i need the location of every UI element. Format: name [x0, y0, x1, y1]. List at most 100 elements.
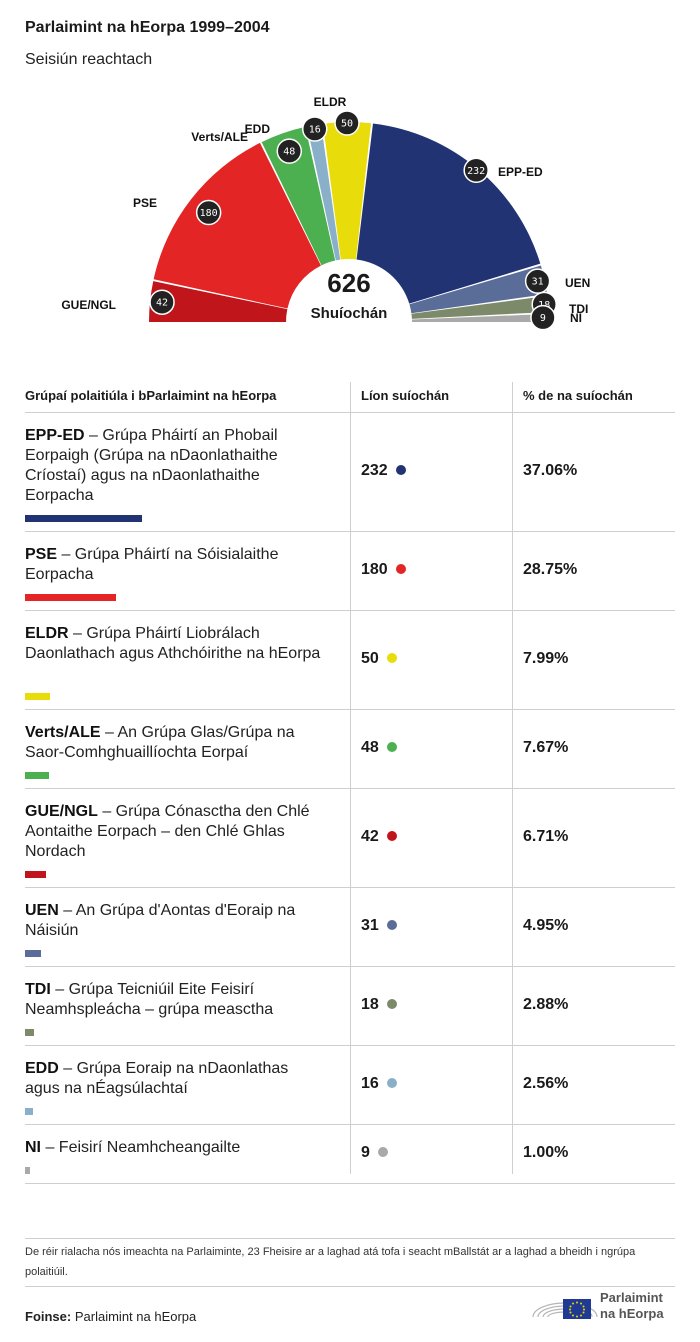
groups-table: Grúpaí polaitiúla i bParlaimint na hEorp…	[25, 382, 675, 1184]
page-title: Parlaimint na hEorpa 1999–2004	[25, 19, 270, 36]
group-description: EDD – Grúpa Eoraip na nDaonlathas agus n…	[25, 1059, 325, 1099]
table-row: GUE/NGL – Grúpa Cónasctha den Chlé Aonta…	[25, 789, 675, 888]
seat-percent: 6.71%	[523, 828, 569, 845]
total-seats-label: Shuíochán	[311, 305, 388, 322]
group-code: EPP-ED	[25, 427, 85, 444]
group-code: ELDR	[25, 625, 69, 642]
total-seats: 626	[327, 268, 370, 298]
badge-pse	[195, 199, 222, 226]
seat-percent: 28.75%	[523, 561, 578, 578]
group-description: PSE – Grúpa Pháirtí na Sóisialaithe Eorp…	[25, 545, 325, 585]
group-label: EPP-ED	[498, 165, 543, 179]
group-label: ELDR	[314, 95, 347, 109]
group-label: GUE/NGL	[61, 298, 116, 312]
group-name: – An Grúpa d'Aontas d'Eoraip na Náisiún	[25, 902, 296, 939]
badge-verts-ale	[276, 138, 303, 164]
seat-share-bar	[25, 950, 41, 957]
seat-share-bar	[25, 594, 116, 601]
segment-ni	[411, 313, 549, 322]
group-label: PSE	[133, 196, 157, 210]
group-name: – Grúpa Teicniúil Eite Feisirí Neamhsple…	[25, 981, 274, 1018]
group-description: TDI – Grúpa Teicniúil Eite Feisirí Neamh…	[25, 980, 325, 1020]
seat-percent: 7.99%	[523, 650, 569, 667]
color-dot-icon	[395, 564, 406, 574]
segment-epp-ed	[356, 123, 541, 304]
seat-share-bar	[25, 1167, 30, 1174]
segment-verts-ale	[261, 126, 336, 266]
badge-value: 42	[156, 298, 168, 309]
segment-eldr	[322, 122, 372, 260]
source-text: Parlaimint na hEorpa	[74, 1309, 197, 1324]
footnote: De réir rialacha nós imeachta na Parlaim…	[25, 1238, 675, 1287]
group-code: GUE/NGL	[25, 803, 98, 820]
table-row: EDD – Grúpa Eoraip na nDaonlathas agus n…	[25, 1046, 675, 1125]
group-label: TDI	[569, 302, 588, 316]
table-header: Grúpaí polaitiúla i bParlaimint na hEorp…	[25, 382, 675, 413]
seat-count: 48	[361, 739, 397, 757]
segment-gue-ngl	[149, 281, 288, 322]
group-code: NI	[25, 1139, 41, 1156]
table-row: EPP-ED – Grúpa Pháirtí an Phobail Eorpai…	[25, 413, 675, 532]
group-description: EPP-ED – Grúpa Pháirtí an Phobail Eorpai…	[25, 426, 325, 506]
group-label: Verts/ALE	[191, 130, 248, 144]
source-label: Foinse:	[25, 1309, 72, 1324]
seat-count-value: 42	[361, 828, 379, 845]
badge-eldr	[334, 110, 360, 136]
seat-percent: 7.67%	[523, 739, 569, 756]
seat-count-value: 232	[361, 462, 388, 479]
group-name: – Grúpa Pháirtí an Phobail Eorpaigh (Grú…	[25, 427, 278, 504]
color-dot-icon	[395, 465, 406, 475]
table-row: TDI – Grúpa Teicniúil Eite Feisirí Neamh…	[25, 967, 675, 1046]
seat-percent: 4.95%	[523, 917, 569, 934]
page-subtitle: Seisiún reachtach	[25, 51, 153, 68]
group-description: UEN – An Grúpa d'Aontas d'Eoraip na Náis…	[25, 901, 325, 941]
table-row: Verts/ALE – An Grúpa Glas/Grúpa na Saor-…	[25, 710, 675, 789]
seat-count: 9	[361, 1144, 388, 1162]
header-seats: Líon suíochán	[361, 388, 450, 403]
seat-count-value: 9	[361, 1144, 370, 1161]
seat-percent: 1.00%	[523, 1144, 569, 1161]
color-dot-icon	[386, 999, 397, 1009]
seat-percent: 37.06%	[523, 462, 578, 479]
segment-pse	[153, 142, 321, 309]
seat-count: 18	[361, 996, 397, 1014]
seat-count: 50	[361, 650, 397, 668]
seat-count-value: 180	[361, 561, 388, 578]
logo-text: Parlaimint na hEorpa	[600, 1290, 664, 1322]
seat-count: 180	[361, 561, 406, 579]
table-row: NI – Feisirí Neamhcheangailte 9 1.00%	[25, 1125, 675, 1184]
table-row: ELDR – Grúpa Pháirtí Liobrálach Daonlath…	[25, 611, 675, 710]
badge-value: 48	[283, 147, 295, 158]
group-description: GUE/NGL – Grúpa Cónasctha den Chlé Aonta…	[25, 802, 325, 862]
group-label: NI	[570, 311, 582, 325]
seat-count: 232	[361, 462, 406, 480]
segment-tdi	[411, 295, 549, 319]
seat-percent: 2.56%	[523, 1075, 569, 1092]
seat-count-value: 16	[361, 1075, 379, 1092]
color-dot-icon	[377, 1147, 388, 1157]
seat-count: 31	[361, 917, 397, 935]
group-code: TDI	[25, 981, 51, 998]
color-dot-icon	[386, 742, 397, 752]
group-name: – An Grúpa Glas/Grúpa na Saor-Comhghuail…	[25, 724, 295, 761]
group-description: NI – Feisirí Neamhcheangailte	[25, 1138, 325, 1158]
logo-line-2: na hEorpa	[600, 1306, 664, 1321]
column-divider-1	[350, 382, 351, 1174]
group-name: – Grúpa Cónasctha den Chlé Aontaithe Eor…	[25, 803, 310, 860]
source-line: Foinse: Parlaimint na hEorpa	[25, 1309, 196, 1324]
badge-value: 16	[309, 125, 321, 136]
seat-count: 16	[361, 1075, 397, 1093]
table-row: UEN – An Grúpa d'Aontas d'Eoraip na Náis…	[25, 888, 675, 967]
column-divider-2	[512, 382, 513, 1174]
seat-share-bar	[25, 1108, 33, 1115]
seat-count-value: 48	[361, 739, 379, 756]
seat-count-value: 31	[361, 917, 379, 934]
group-label: EDD	[245, 122, 271, 136]
badge-value: 31	[532, 277, 544, 288]
badge-edd	[301, 116, 328, 142]
group-code: EDD	[25, 1060, 59, 1077]
badge-value: 50	[341, 119, 353, 130]
group-name: – Grúpa Pháirtí Liobrálach Daonlathach a…	[25, 625, 321, 662]
group-description: Verts/ALE – An Grúpa Glas/Grúpa na Saor-…	[25, 723, 325, 763]
logo-line-1: Parlaimint	[600, 1290, 663, 1305]
